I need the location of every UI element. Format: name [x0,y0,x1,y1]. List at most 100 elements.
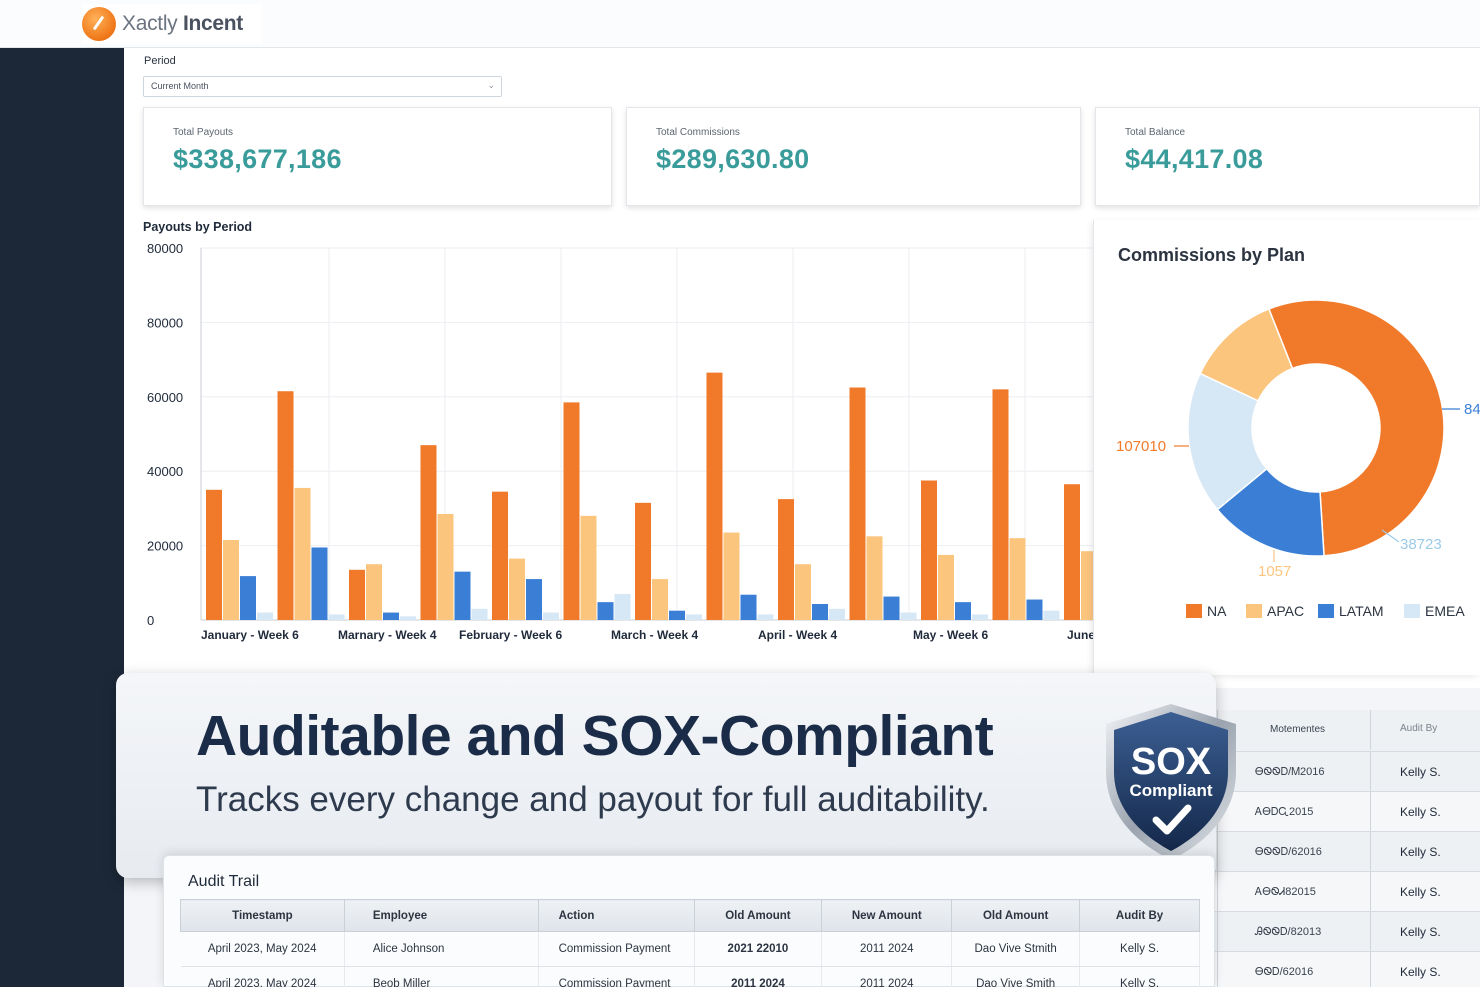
sidebar [0,48,124,987]
bar-apac [938,554,954,620]
side-table-date: ᎯᏫᏫᎠ/82013 [1255,926,1322,938]
bar-apac [1081,551,1095,620]
bar-latam [311,547,328,620]
period-select[interactable]: Current Month ⌄ [143,76,502,97]
side-table-audit-by: Kelly S. [1400,965,1441,979]
commissions-by-plan-card: Commissions by Plan 107010 84 38723 1057 NA A… [1093,220,1480,675]
side-table-date: ᎾᏫᏫᎠ/62016 [1255,846,1322,858]
donut-slice-na [1267,299,1445,557]
audit-table-cell: Commission Payment [538,931,695,967]
bar-latam [240,576,256,620]
period-select-value: Current Month [151,81,209,91]
legend-label: LATAM [1339,603,1384,619]
audit-trail-table: Timestamp Employee Action Old Amount New… [180,899,1200,987]
bar-emea [257,612,273,620]
bar-na [420,445,437,620]
bar-emea [400,616,416,620]
bar-emea [972,614,988,620]
audit-trail-title: Audit Trail [188,873,260,890]
side-table-audit-by: Kelly S. [1400,885,1441,899]
bar-latam [526,579,542,620]
legend-label: APAC [1267,603,1304,619]
bar-emea [829,608,845,620]
app-logo[interactable]: Xactly Incent [82,4,262,44]
donut-slice-label: 38723 [1400,536,1442,553]
bar-na [277,391,294,620]
side-table-date: ᎪᎾᎠᏩ2015 [1255,806,1314,818]
kpi-total-commissions: Total Commissions $289,630.80 [626,107,1081,206]
side-table-row: ᎾᏫᏫᎠ/62016 Kelly S. [1125,831,1480,872]
bar-latam [454,571,471,620]
side-table-date: ᎾᏫᎠ/62016 [1255,966,1314,978]
bar-latam [955,602,971,620]
logo-mark-icon [82,7,116,41]
bar-apac [723,532,740,620]
bar-emea [757,614,774,620]
legend-swatch [1246,604,1262,618]
bar-latam [669,610,685,620]
bar-emea [900,612,917,620]
legend-swatch [1318,604,1334,618]
bar-apac [866,536,883,620]
bar-latam [383,612,399,620]
donut-slice-emea [1187,372,1268,511]
bar-latam [740,594,757,620]
side-table-audit-by: Kelly S. [1400,765,1441,779]
column-header[interactable]: Timestamp [180,899,345,932]
kpi-label: Total Balance [1125,127,1186,138]
bar-emea [471,608,488,620]
audit-table-row[interactable]: April 2023, May 2024 Alice Johnson Commiss… [180,931,1200,967]
donut-slice-label: 1057 [1258,563,1291,580]
column-header[interactable]: Audit By [1079,899,1200,932]
bar-na [706,372,723,620]
bar-emea [543,612,559,620]
legend-label: EMEA [1425,603,1465,619]
bar-na [349,569,365,620]
bar-apac [223,540,239,620]
banner-title: Auditable and SOX-Compliant [196,704,994,768]
audit-table-cell: Kelly S. [1079,931,1200,967]
column-header[interactable]: Employee [343,899,539,932]
bar-latam [812,604,828,620]
bar-na [778,499,794,620]
shield-line2: Compliant [1129,781,1212,800]
audit-table-row[interactable]: April 2023, May 2024 Beob Miller Commissio… [180,966,1200,987]
audit-table-cell: 2011 2024 [821,931,953,967]
audit-table-cell: Kelly S. [1079,966,1200,987]
audit-trail-card: Audit Trail Timestamp Employee Action Ol… [163,855,1215,987]
bar-na [206,489,222,620]
x-tick-label: Marnary - Week 4 [338,628,437,642]
legend-label: NA [1207,603,1227,619]
bar-chart-title: Payouts by Period [143,220,253,234]
x-tick-label: June [1067,628,1095,642]
bar-latam [597,602,614,620]
bar-apac [437,513,454,620]
column-header[interactable]: Old Amount [951,899,1081,932]
column-header[interactable]: New Amount [821,899,953,932]
donut-slice-label: 84 [1464,401,1480,418]
side-table-audit-by: Kelly S. [1400,925,1441,939]
sox-banner: Auditable and SOX-Compliant Tracks every… [116,673,1216,878]
side-table-header-cell: Motementes [1270,724,1326,735]
period-label: Period [144,55,176,67]
bar-na [849,387,866,620]
audit-table-cell: 2021 22010 [694,931,823,967]
bar-na [1064,484,1080,620]
kpi-value: $289,630.80 [656,144,810,174]
bar-na [921,480,937,620]
audit-table-cell: April 2023, May 2024 [180,966,345,987]
bar-latam [883,596,900,620]
y-tick-label: 80000 [147,315,183,330]
column-header[interactable]: Action [537,899,695,932]
bar-emea [328,614,345,620]
y-tick-label: 20000 [147,539,183,554]
y-tick-label: 0 [147,613,154,628]
column-header[interactable]: Old Amount [693,899,823,932]
side-table-date: ᎪᎾᏫᏗ82015 [1255,886,1316,898]
x-tick-label: January - Week 6 [201,628,299,642]
kpi-value: $338,677,186 [173,144,342,174]
bar-na [992,389,1009,620]
audit-table-header-row: Timestamp Employee Action Old Amount New… [180,899,1200,932]
chevron-down-icon: ⌄ [487,80,495,90]
audit-table-cell: April 2023, May 2024 [180,931,345,967]
